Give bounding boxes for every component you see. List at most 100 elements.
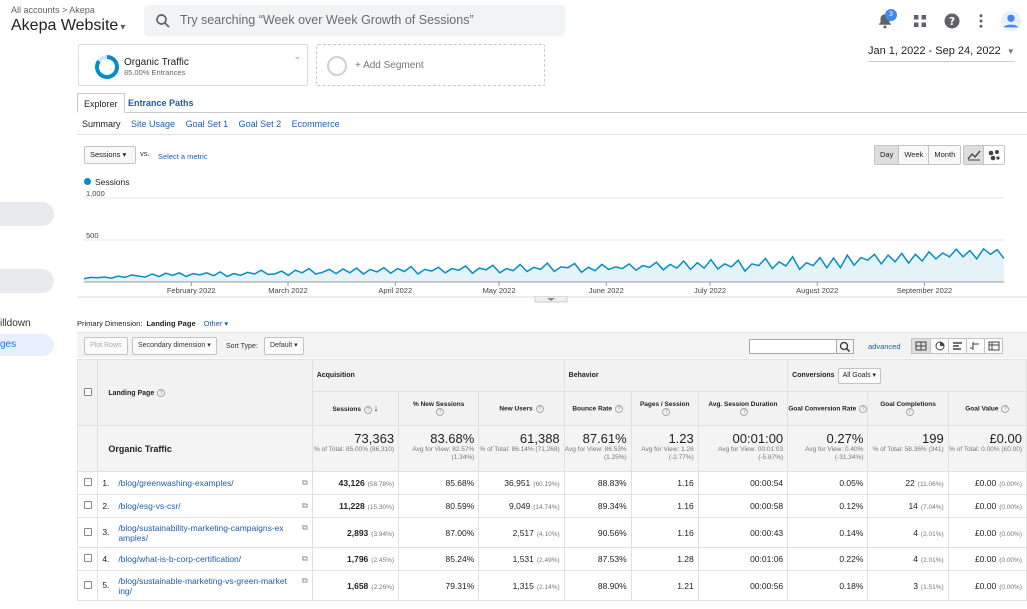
search-icon bbox=[839, 341, 851, 353]
other-dimension-link[interactable]: Other bbox=[203, 319, 223, 328]
more-vert-icon[interactable] bbox=[972, 12, 990, 30]
landing-page-header[interactable]: Landing Page? bbox=[97, 359, 313, 426]
motion-chart-icon[interactable] bbox=[984, 146, 1004, 164]
y-tick-label: 1,000 bbox=[86, 190, 105, 198]
table-search-input[interactable] bbox=[749, 339, 837, 354]
subtab-site-usage[interactable]: Site Usage bbox=[131, 119, 176, 129]
sidebar-item-drilldown[interactable]: illdown bbox=[0, 318, 31, 329]
landing-page-link[interactable]: /blog/sustainable-marketing-vs-green-mar… bbox=[118, 575, 287, 596]
sessions-series-line[interactable] bbox=[84, 247, 1004, 280]
row-checkbox-cell bbox=[76, 570, 99, 601]
total-new-sessions-value: 83.68% bbox=[430, 431, 475, 446]
subtab-summary[interactable]: Summary bbox=[82, 119, 121, 129]
table-view-icon[interactable] bbox=[912, 339, 930, 353]
open-in-new-icon[interactable]: ⧉ bbox=[301, 477, 308, 487]
avatar-icon[interactable] bbox=[1000, 10, 1022, 32]
period-day-button[interactable]: Day bbox=[875, 146, 899, 164]
gcr-cell: 0.18% bbox=[787, 570, 869, 601]
period-month-button[interactable]: Month bbox=[928, 146, 961, 164]
property-selector[interactable]: Akepa Website ▾ bbox=[11, 17, 125, 35]
line-chart-icon[interactable] bbox=[964, 146, 984, 164]
duration-cell: 00:00:54 bbox=[697, 471, 789, 495]
new-users-header[interactable]: New Users? bbox=[478, 391, 565, 426]
date-range-picker[interactable]: Jan 1, 2022 - Sep 24, 2022 ▼ bbox=[868, 45, 1015, 62]
chevron-down-icon: ▾ bbox=[120, 22, 126, 33]
comparison-view-icon[interactable] bbox=[966, 339, 984, 353]
period-week-button[interactable]: Week bbox=[898, 146, 929, 164]
sessions-header[interactable]: Sessions? ↓ bbox=[311, 391, 400, 426]
gcr-header[interactable]: Goal Conversion Rate? bbox=[787, 391, 869, 426]
apps-grid-icon[interactable] bbox=[911, 12, 929, 30]
help-icon[interactable]: ? bbox=[943, 12, 961, 30]
segment-sub: 85.00% Entrances bbox=[124, 68, 186, 77]
gcr-cell: 0.14% bbox=[787, 517, 869, 548]
bounce-rate-header[interactable]: Bounce Rate? bbox=[563, 391, 632, 426]
row-checkbox[interactable] bbox=[83, 527, 92, 536]
chevron-down-icon: ▾ bbox=[224, 319, 229, 328]
open-in-new-icon[interactable]: ⧉ bbox=[301, 553, 308, 563]
gval-value: £0.00 bbox=[974, 554, 997, 564]
sidebar-item[interactable] bbox=[0, 202, 54, 226]
gval-header[interactable]: Goal Value? bbox=[947, 391, 1027, 426]
landing-page-link[interactable]: /blog/what-is-b-corp-certification/ bbox=[118, 554, 242, 565]
tab-entrance-paths[interactable]: Entrance Paths bbox=[128, 98, 194, 108]
sort-type-value: Default bbox=[270, 342, 293, 349]
new-sessions-cell: 85.24% bbox=[398, 547, 480, 571]
landing-page-link[interactable]: /blog/sustainability-marketing-campaigns… bbox=[118, 522, 284, 543]
open-in-new-icon[interactable]: ⧉ bbox=[301, 575, 308, 585]
add-segment-button[interactable]: + Add Segment bbox=[316, 44, 545, 86]
gcomp-header[interactable]: Goal Completions? bbox=[867, 391, 949, 426]
pie-view-icon[interactable] bbox=[930, 339, 948, 353]
sort-type-select[interactable]: Default ▾ bbox=[264, 337, 304, 355]
sidebar-item[interactable] bbox=[0, 269, 54, 293]
goal-select[interactable]: All Goals ▾ bbox=[837, 367, 882, 384]
bar-view-icon[interactable] bbox=[948, 339, 966, 353]
goal-select-value: All Goals bbox=[842, 371, 871, 379]
open-in-new-icon[interactable]: ⧉ bbox=[301, 500, 308, 510]
landing-page-cell: 2. ⧉ /blog/esg-vs-csr/ bbox=[97, 494, 313, 518]
chart-resize-handle[interactable] bbox=[77, 296, 1027, 303]
landing-page-link[interactable]: /blog/esg-vs-csr/ bbox=[118, 501, 181, 512]
landing-page-link[interactable]: /blog/greenwashing-examples/ bbox=[118, 478, 234, 489]
select-all-checkbox[interactable] bbox=[83, 387, 92, 396]
table-search-button[interactable] bbox=[836, 339, 854, 354]
total-gval-sub: % of Total: 0.00% (£0.00) bbox=[949, 446, 1022, 453]
table-row: 1. ⧉ /blog/greenwashing-examples/43,126 (58… bbox=[76, 471, 1027, 495]
open-in-new-icon[interactable]: ⧉ bbox=[301, 522, 308, 532]
subtab-ecommerce[interactable]: Ecommerce bbox=[291, 119, 340, 129]
gval-value: £0.00 bbox=[974, 580, 997, 591]
subtab-goal-set-1[interactable]: Goal Set 1 bbox=[185, 119, 229, 129]
row-checkbox[interactable] bbox=[83, 478, 92, 486]
sessions-value: 2,893 bbox=[347, 527, 369, 538]
pps-cell: 1.28 bbox=[630, 547, 699, 571]
gcomp-pct: (2.01%) bbox=[920, 557, 944, 564]
pivot-view-icon[interactable] bbox=[984, 339, 1002, 353]
metric-select[interactable]: Sessions ▾ bbox=[84, 146, 136, 164]
total-new-users-value: 61,388 bbox=[519, 431, 560, 446]
total-bounce-value: 87.61% bbox=[582, 431, 627, 446]
new-sessions-cell: 85.68% bbox=[398, 471, 480, 495]
subtab-goal-set-2[interactable]: Goal Set 2 bbox=[238, 119, 282, 129]
chevron-down-icon[interactable]: ⌄ bbox=[293, 51, 301, 61]
gcomp-value: 22 bbox=[905, 478, 915, 488]
segment-organic-traffic[interactable]: Organic Traffic 85.00% Entrances ⌄ bbox=[78, 44, 308, 86]
sessions-value: 43,126 bbox=[338, 478, 365, 488]
sidebar-item-pages[interactable]: ges bbox=[0, 334, 54, 356]
tab-explorer[interactable]: Explorer bbox=[77, 93, 125, 113]
new-users-pct: (2.49%) bbox=[536, 557, 560, 564]
new-sessions-header[interactable]: % New Sessions? bbox=[398, 391, 480, 426]
gcomp-value: 14 bbox=[908, 501, 918, 511]
select-metric-link[interactable]: Select a metric bbox=[158, 152, 208, 161]
pages-session-header[interactable]: Pages / Session? bbox=[630, 391, 699, 426]
duration-header[interactable]: Avg. Session Duration? bbox=[697, 391, 789, 426]
search-bar[interactable]: Try searching “Week over Week Growth of … bbox=[144, 5, 565, 36]
secondary-dimension-select[interactable]: Secondary dimension ▾ bbox=[132, 337, 217, 355]
plot-rows-button[interactable]: Plot Rows bbox=[84, 337, 128, 355]
sessions-cell: 1,796 (2.45%) bbox=[311, 547, 400, 571]
row-checkbox[interactable] bbox=[83, 580, 92, 589]
row-checkbox[interactable] bbox=[83, 554, 92, 562]
advanced-filter-link[interactable]: advanced bbox=[868, 342, 901, 351]
row-checkbox[interactable] bbox=[83, 501, 92, 509]
duration-cell: 00:00:43 bbox=[697, 517, 789, 548]
breadcrumb[interactable]: All accounts > Akepa bbox=[11, 5, 95, 15]
